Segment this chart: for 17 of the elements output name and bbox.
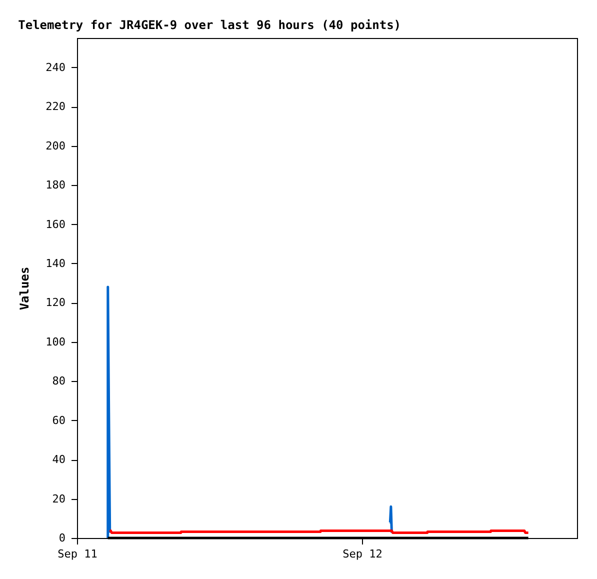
- y-tick-label: 140: [46, 256, 66, 270]
- y-tick-label: 180: [46, 178, 66, 192]
- x-tick-label: Sep 11: [58, 548, 98, 560]
- y-tick-label: 240: [46, 60, 66, 74]
- y-axis-title: Values: [18, 266, 32, 310]
- y-tick-label: 160: [46, 218, 66, 231]
- chart-title: Telemetry for JR4GEK-9 over last 96 hours (40 points): [18, 18, 402, 32]
- y-tick-label: 80: [52, 374, 66, 388]
- y-tick-label: 20: [52, 492, 66, 506]
- y-tick-label: 200: [46, 139, 66, 152]
- y-tick-label: 100: [46, 335, 66, 348]
- y-tick-label: 220: [46, 100, 66, 114]
- y-tick-label: 60: [52, 414, 66, 427]
- y-tick-label: 0: [58, 532, 66, 544]
- y-tick-label: 40: [52, 453, 66, 466]
- x-tick-label: Sep 12: [342, 548, 382, 560]
- y-tick-label: 120: [46, 296, 66, 310]
